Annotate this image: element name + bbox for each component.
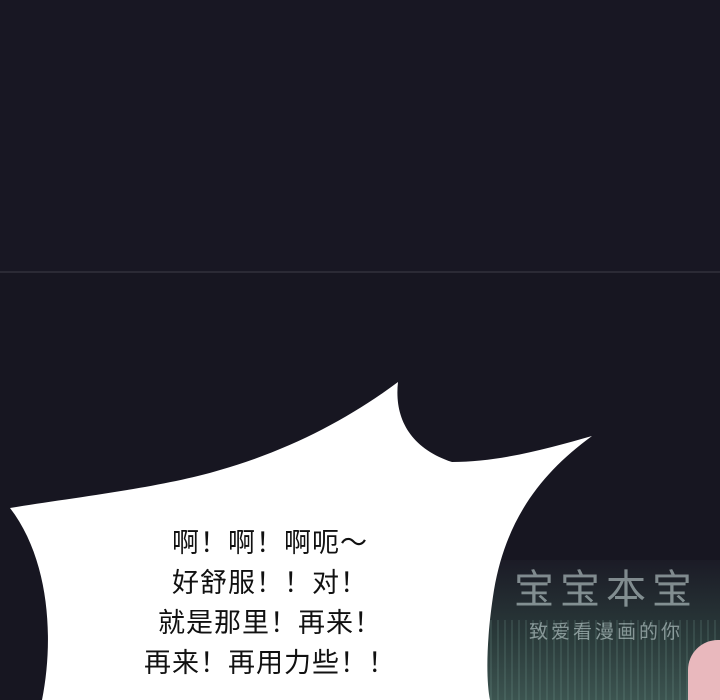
comic-panel-top bbox=[0, 0, 720, 271]
watermark: 宝宝本宝 致爱看漫画的你 bbox=[500, 562, 712, 646]
panel-divider bbox=[0, 271, 720, 273]
speech-bubble-shape bbox=[10, 382, 592, 700]
dialogue-line-4: 再来！再用力些！！ bbox=[144, 648, 396, 679]
scene-background bbox=[480, 560, 720, 700]
watermark-slogan: 致爱看漫画的你 bbox=[528, 621, 683, 643]
dialogue-line-2: 好舒服！！对！ bbox=[172, 568, 368, 599]
dialogue-line-3: 就是那里！再来！ bbox=[158, 608, 382, 639]
speech-bubble-text: 啊！啊！啊呃～ 好舒服！！对！ 就是那里！再来！ 再来！再用力些！！ bbox=[100, 524, 440, 684]
dialogue-line-1: 啊！啊！啊呃～ bbox=[172, 528, 368, 559]
scene-texture bbox=[490, 620, 720, 700]
watermark-logo: 宝宝本宝 bbox=[514, 567, 698, 613]
